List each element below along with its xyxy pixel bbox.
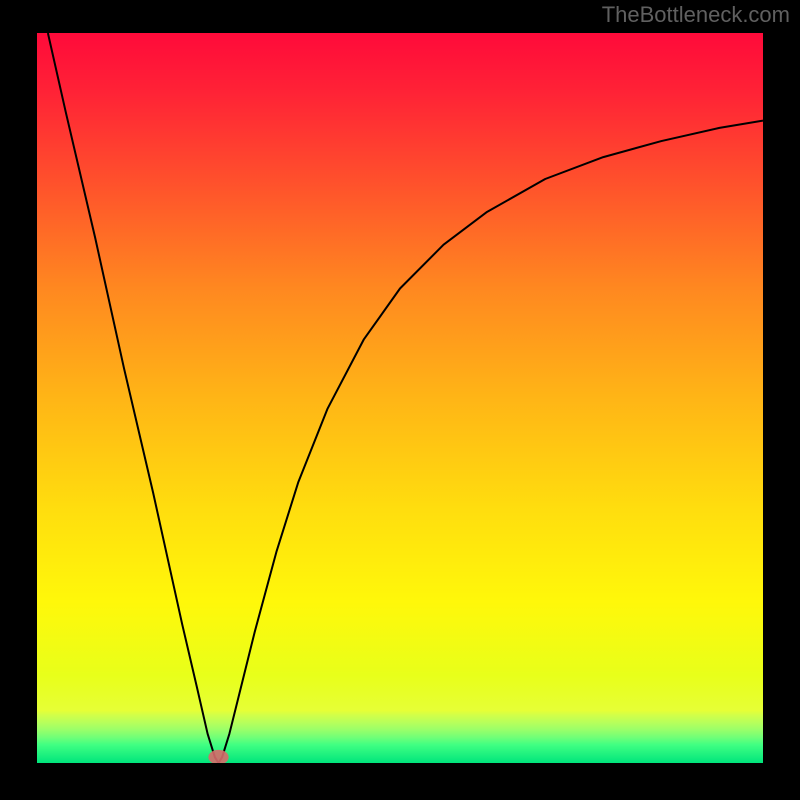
watermark-text: TheBottleneck.com <box>602 2 790 28</box>
plot-area <box>37 33 763 763</box>
chart-container: TheBottleneck.com <box>0 0 800 800</box>
